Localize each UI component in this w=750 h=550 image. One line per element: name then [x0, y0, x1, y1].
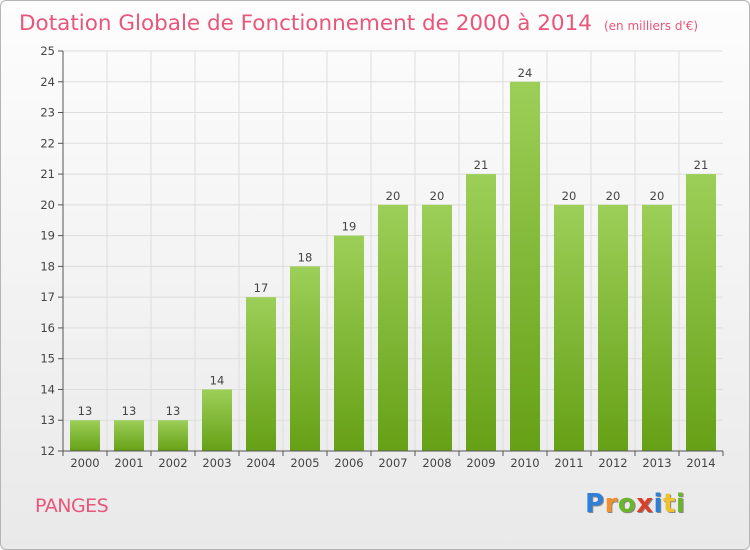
bar [642, 204, 672, 451]
y-tick-label: 23 [40, 106, 55, 120]
x-tick-label: 2004 [246, 456, 275, 470]
x-tick-label: 2007 [378, 456, 407, 470]
bar [378, 204, 408, 451]
x-tick-label: 2009 [466, 456, 495, 470]
bar [334, 235, 364, 451]
bar [554, 204, 584, 451]
x-tick-label: 2013 [642, 456, 671, 470]
bar [686, 174, 716, 452]
bar [202, 389, 232, 451]
data-label: 21 [474, 158, 489, 172]
data-label: 24 [518, 66, 533, 80]
data-label: 17 [254, 281, 269, 295]
x-tick-label: 2005 [290, 456, 319, 470]
y-tick-label: 16 [40, 321, 55, 335]
logo-letter: o [617, 489, 637, 519]
y-tick-label: 21 [40, 167, 55, 181]
y-tick-label: 22 [40, 136, 55, 150]
data-label: 20 [606, 189, 621, 203]
bar [422, 204, 452, 451]
y-tick-label: 17 [40, 290, 55, 304]
data-label: 20 [386, 189, 401, 203]
bar [70, 420, 100, 451]
y-tick-label: 14 [40, 382, 55, 396]
bar-layer: 13 13 13 14 17 18 19 20 20 21 24 20 20 20 21 [70, 66, 716, 452]
data-label: 13 [78, 404, 93, 418]
y-tick-label: 24 [40, 75, 55, 89]
data-label: 13 [166, 404, 181, 418]
data-label: 13 [122, 404, 137, 418]
axis-layer: 12 13 14 15 16 17 18 19 20 21 22 23 24 25 2000 2001 2002… [40, 44, 724, 470]
data-label: 14 [210, 373, 225, 387]
x-tick-label: 2000 [70, 456, 99, 470]
commune-name: PANGES [35, 495, 109, 517]
bar [114, 420, 144, 451]
logo-letter: i [653, 489, 663, 519]
chart-title: Dotation Globale de Fonctionnement de 20… [19, 11, 698, 36]
data-label: 20 [430, 189, 445, 203]
data-label: 21 [694, 158, 709, 172]
y-tick-label: 19 [40, 229, 55, 243]
y-tick-label: 13 [40, 413, 55, 427]
bar [466, 174, 496, 452]
logo-letter: t [662, 489, 676, 519]
bar [158, 420, 188, 451]
data-label: 19 [342, 220, 357, 234]
x-tick-label: 2008 [422, 456, 451, 470]
x-tick-label: 2014 [686, 456, 715, 470]
y-tick-label: 25 [40, 44, 55, 58]
x-tick-label: 2006 [334, 456, 363, 470]
x-tick-label: 2003 [202, 456, 231, 470]
data-label: 20 [562, 189, 577, 203]
data-label: 18 [298, 250, 313, 264]
y-tick-label: 15 [40, 352, 55, 366]
data-label: 20 [650, 189, 665, 203]
x-tick-label: 2001 [114, 456, 143, 470]
chart-title-text: Dotation Globale de Fonctionnement de 20… [19, 11, 592, 36]
bar [598, 204, 628, 451]
y-tick-label: 20 [40, 198, 55, 212]
logo-letter: i [675, 489, 686, 519]
x-tick-label: 2011 [554, 456, 583, 470]
y-tick-label: 18 [40, 259, 55, 273]
logo-letter: P [585, 489, 605, 519]
unit-note: (en milliers d'€) [603, 19, 699, 33]
x-tick-label: 2010 [510, 456, 539, 470]
logo-letter: x [636, 489, 654, 519]
bar [510, 81, 540, 452]
bar [246, 297, 276, 451]
x-tick-label: 2002 [158, 456, 187, 470]
bar [290, 266, 320, 451]
x-tick-label: 2012 [598, 456, 627, 470]
logo-letter: r [604, 489, 618, 519]
proxiti-logo: Proxiti [585, 489, 685, 519]
y-tick-label: 12 [40, 444, 55, 458]
